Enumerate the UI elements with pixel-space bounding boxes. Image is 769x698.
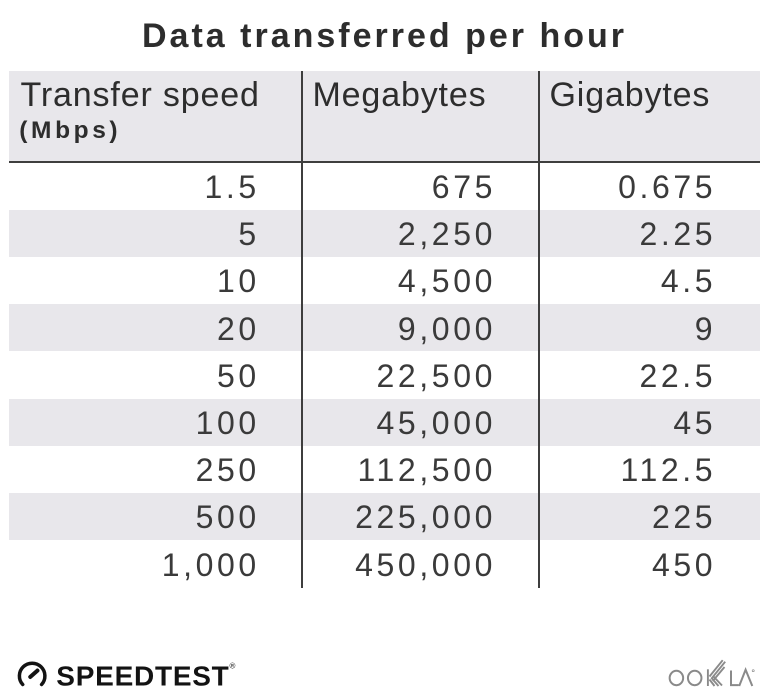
svg-text:®: ® [230,662,236,671]
svg-text:SPEEDTEST: SPEEDTEST [56,660,229,691]
